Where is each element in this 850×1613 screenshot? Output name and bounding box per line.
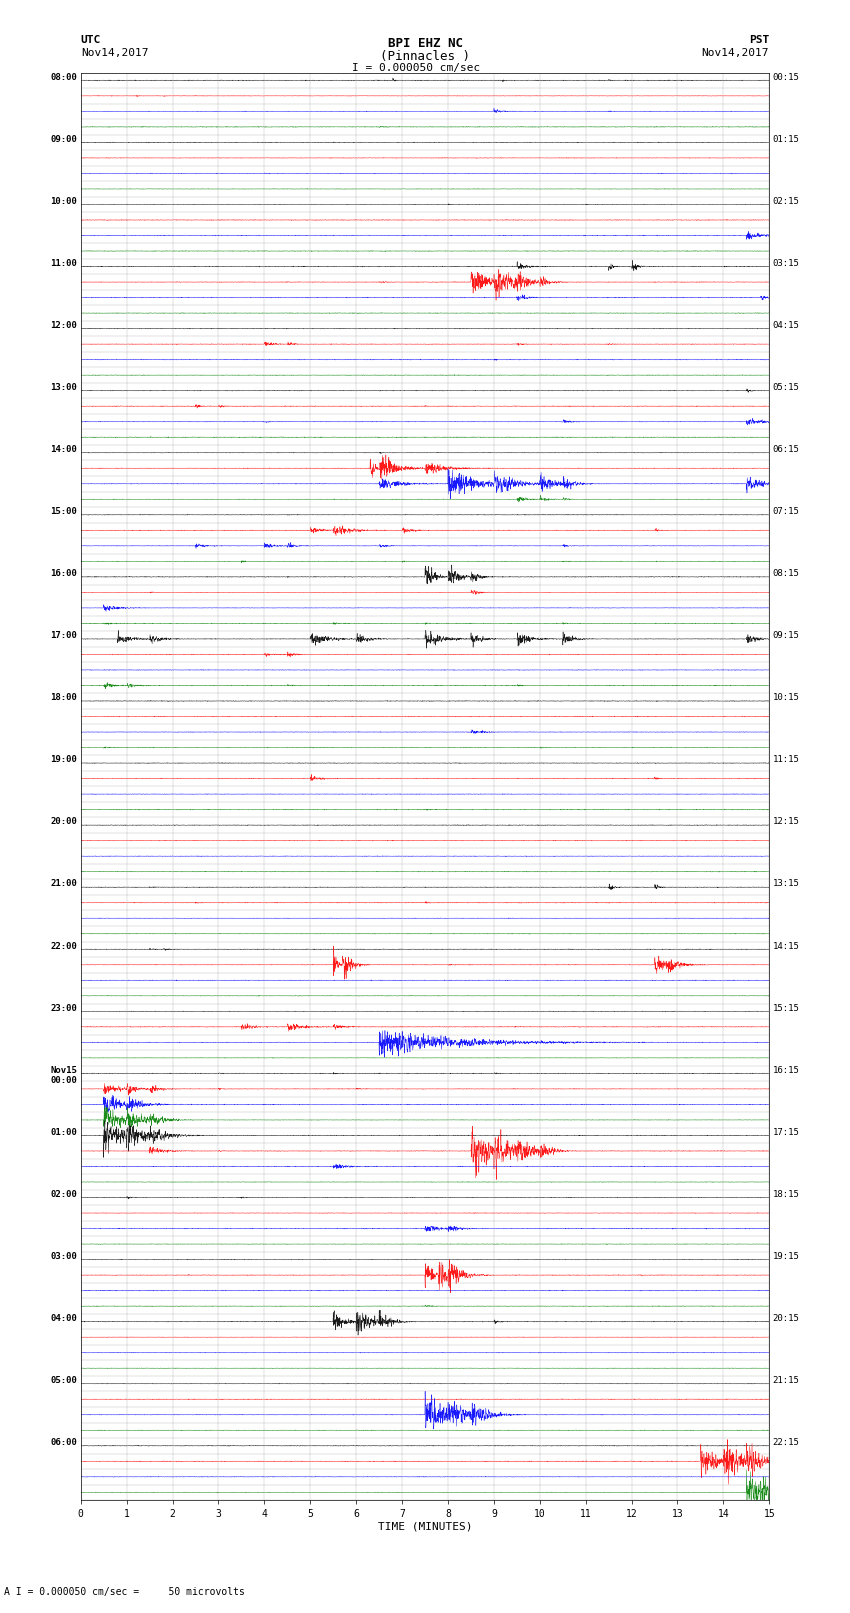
Text: 19:00: 19:00 <box>50 755 77 765</box>
Text: 15:15: 15:15 <box>773 1003 800 1013</box>
Text: 13:00: 13:00 <box>50 382 77 392</box>
Text: 09:15: 09:15 <box>773 631 800 640</box>
Text: 06:00: 06:00 <box>50 1439 77 1447</box>
Text: A I = 0.000050 cm/sec =     50 microvolts: A I = 0.000050 cm/sec = 50 microvolts <box>4 1587 245 1597</box>
Text: BPI EHZ NC: BPI EHZ NC <box>388 37 462 50</box>
Text: 08:00: 08:00 <box>50 73 77 82</box>
Text: 00:15: 00:15 <box>773 73 800 82</box>
Text: 14:00: 14:00 <box>50 445 77 453</box>
Text: 03:00: 03:00 <box>50 1252 77 1261</box>
Text: (Pinnacles ): (Pinnacles ) <box>380 50 470 63</box>
Text: 10:15: 10:15 <box>773 694 800 702</box>
Text: PST: PST <box>749 35 769 45</box>
Text: 02:00: 02:00 <box>50 1190 77 1198</box>
X-axis label: TIME (MINUTES): TIME (MINUTES) <box>377 1523 473 1532</box>
Text: 15:00: 15:00 <box>50 506 77 516</box>
Text: 12:00: 12:00 <box>50 321 77 329</box>
Text: I = 0.000050 cm/sec: I = 0.000050 cm/sec <box>353 63 480 73</box>
Text: 04:15: 04:15 <box>773 321 800 329</box>
Text: 18:15: 18:15 <box>773 1190 800 1198</box>
Text: 21:00: 21:00 <box>50 879 77 889</box>
Text: 11:00: 11:00 <box>50 258 77 268</box>
Text: 09:00: 09:00 <box>50 134 77 144</box>
Text: 01:00: 01:00 <box>50 1127 77 1137</box>
Text: 13:15: 13:15 <box>773 879 800 889</box>
Text: 14:15: 14:15 <box>773 942 800 950</box>
Text: 07:15: 07:15 <box>773 506 800 516</box>
Text: 05:15: 05:15 <box>773 382 800 392</box>
Text: Nov14,2017: Nov14,2017 <box>702 48 769 58</box>
Text: 20:15: 20:15 <box>773 1315 800 1323</box>
Text: 22:15: 22:15 <box>773 1439 800 1447</box>
Text: 21:15: 21:15 <box>773 1376 800 1386</box>
Text: 04:00: 04:00 <box>50 1315 77 1323</box>
Text: Nov15
00:00: Nov15 00:00 <box>50 1066 77 1086</box>
Text: 12:15: 12:15 <box>773 818 800 826</box>
Text: 03:15: 03:15 <box>773 258 800 268</box>
Text: UTC: UTC <box>81 35 101 45</box>
Text: 17:15: 17:15 <box>773 1127 800 1137</box>
Text: 22:00: 22:00 <box>50 942 77 950</box>
Text: 17:00: 17:00 <box>50 631 77 640</box>
Text: 23:00: 23:00 <box>50 1003 77 1013</box>
Text: 16:00: 16:00 <box>50 569 77 577</box>
Text: Nov14,2017: Nov14,2017 <box>81 48 148 58</box>
Text: 10:00: 10:00 <box>50 197 77 206</box>
Text: 01:15: 01:15 <box>773 134 800 144</box>
Text: 16:15: 16:15 <box>773 1066 800 1074</box>
Text: 06:15: 06:15 <box>773 445 800 453</box>
Text: 19:15: 19:15 <box>773 1252 800 1261</box>
Text: 11:15: 11:15 <box>773 755 800 765</box>
Text: 20:00: 20:00 <box>50 818 77 826</box>
Text: 02:15: 02:15 <box>773 197 800 206</box>
Text: 08:15: 08:15 <box>773 569 800 577</box>
Text: 18:00: 18:00 <box>50 694 77 702</box>
Text: 05:00: 05:00 <box>50 1376 77 1386</box>
